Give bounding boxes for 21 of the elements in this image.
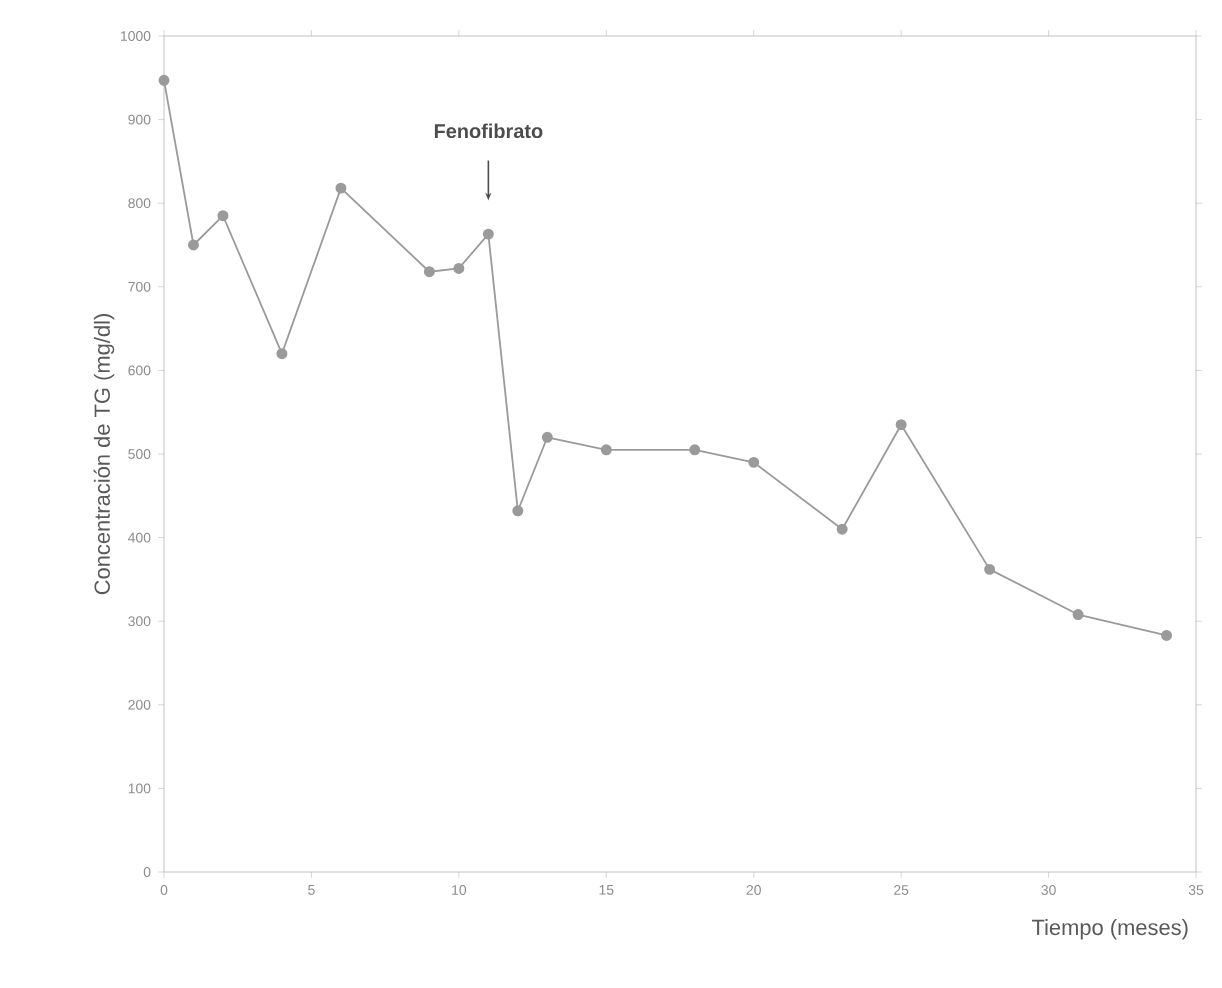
point [482, 228, 494, 240]
point [453, 262, 465, 274]
x-axis-title: Tiempo (meses) [1031, 919, 1188, 940]
point [335, 182, 347, 194]
y-axis-title: Concentración de TG (mg/dl) [93, 314, 115, 595]
point [600, 444, 612, 456]
point [836, 523, 848, 535]
point [276, 348, 288, 360]
point [541, 431, 553, 443]
point [748, 456, 760, 468]
point [423, 266, 435, 278]
point [217, 210, 229, 222]
point [984, 563, 996, 575]
point [188, 239, 199, 251]
annotation: Fenofibrato [434, 123, 543, 139]
point [1072, 609, 1084, 620]
point [512, 505, 524, 517]
point [158, 74, 170, 86]
point [689, 444, 701, 456]
point [895, 419, 907, 431]
point [1161, 629, 1173, 641]
